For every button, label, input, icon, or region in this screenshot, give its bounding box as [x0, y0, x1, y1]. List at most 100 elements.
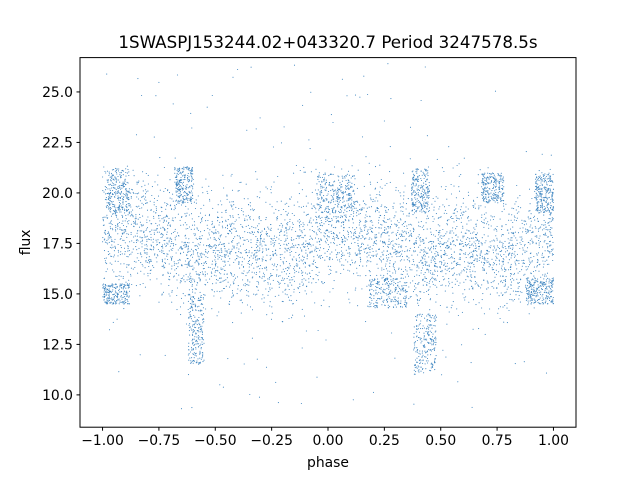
- data-point: [448, 232, 451, 234]
- data-point: [384, 206, 386, 208]
- data-point: [146, 253, 148, 255]
- data-point: [141, 202, 143, 204]
- data-point: [188, 176, 190, 178]
- data-point: [408, 235, 410, 237]
- data-point: [119, 181, 121, 183]
- data-point: [477, 285, 479, 287]
- data-point: [291, 229, 293, 231]
- data-point: [310, 237, 312, 239]
- data-point: [390, 276, 392, 278]
- data-point: [468, 288, 470, 290]
- data-point: [258, 216, 260, 218]
- data-point: [492, 281, 494, 283]
- data-point: [124, 295, 126, 298]
- data-point: [161, 294, 163, 296]
- data-point: [286, 250, 288, 252]
- data-point: [417, 300, 419, 302]
- data-point: [398, 227, 400, 229]
- data-point: [267, 278, 269, 280]
- data-point: [196, 329, 198, 332]
- data-point: [122, 202, 124, 204]
- data-point: [458, 163, 460, 165]
- data-point: [456, 164, 458, 167]
- data-point: [174, 228, 176, 230]
- data-point: [369, 275, 371, 277]
- data-point: [532, 241, 534, 243]
- data-point: [250, 255, 252, 257]
- data-point: [238, 207, 240, 210]
- data-point: [153, 217, 155, 219]
- data-point: [345, 216, 347, 219]
- data-point: [270, 241, 272, 243]
- data-point: [338, 210, 340, 212]
- data-point: [191, 177, 193, 180]
- data-point: [107, 251, 109, 253]
- data-point: [130, 267, 132, 269]
- data-point: [192, 349, 194, 351]
- data-point: [196, 253, 199, 255]
- data-point: [308, 139, 310, 141]
- data-point: [473, 260, 475, 262]
- data-point: [219, 291, 221, 293]
- data-point: [364, 224, 366, 226]
- data-point: [460, 231, 462, 233]
- data-point: [512, 247, 514, 249]
- data-point: [358, 249, 360, 251]
- data-point: [448, 270, 450, 272]
- data-point: [419, 237, 421, 239]
- data-point: [471, 256, 473, 258]
- data-point: [450, 183, 452, 186]
- data-point: [548, 241, 551, 243]
- data-point: [510, 253, 513, 255]
- data-point: [531, 240, 533, 242]
- data-point: [536, 266, 538, 268]
- data-point: [127, 182, 129, 184]
- data-point: [513, 215, 515, 217]
- data-point: [377, 222, 380, 224]
- data-point: [181, 187, 183, 189]
- data-point: [381, 269, 383, 271]
- data-point: [533, 287, 535, 289]
- data-point: [329, 213, 331, 215]
- data-point: [135, 134, 138, 136]
- data-point: [168, 278, 170, 280]
- data-point: [455, 234, 458, 236]
- data-point: [114, 225, 117, 227]
- data-point: [200, 238, 202, 240]
- data-point: [373, 254, 375, 256]
- data-point: [534, 235, 536, 237]
- data-point: [145, 236, 147, 238]
- data-point: [247, 224, 249, 226]
- data-point: [359, 250, 361, 252]
- data-point: [199, 310, 201, 312]
- data-point: [354, 252, 356, 254]
- data-point: [422, 238, 424, 240]
- data-point: [550, 250, 552, 253]
- data-point: [168, 250, 170, 252]
- data-point: [309, 219, 311, 221]
- data-point: [453, 185, 455, 187]
- data-point: [290, 300, 292, 302]
- data-point: [266, 269, 268, 271]
- data-point: [528, 218, 530, 220]
- data-point: [181, 277, 184, 279]
- data-point: [142, 237, 144, 239]
- data-point: [108, 208, 110, 210]
- data-point: [335, 271, 337, 273]
- data-point: [445, 252, 447, 255]
- data-point: [240, 181, 242, 183]
- data-point: [466, 229, 468, 231]
- data-point: [429, 286, 431, 288]
- data-point: [133, 241, 135, 244]
- data-point: [517, 287, 519, 289]
- data-point: [104, 230, 106, 232]
- data-point: [455, 197, 457, 199]
- data-point: [122, 196, 125, 198]
- data-point: [455, 264, 458, 266]
- data-point: [168, 293, 170, 295]
- data-point: [514, 263, 516, 265]
- data-point: [533, 216, 535, 218]
- data-point: [105, 233, 107, 235]
- data-point: [440, 271, 442, 273]
- data-point: [470, 237, 472, 239]
